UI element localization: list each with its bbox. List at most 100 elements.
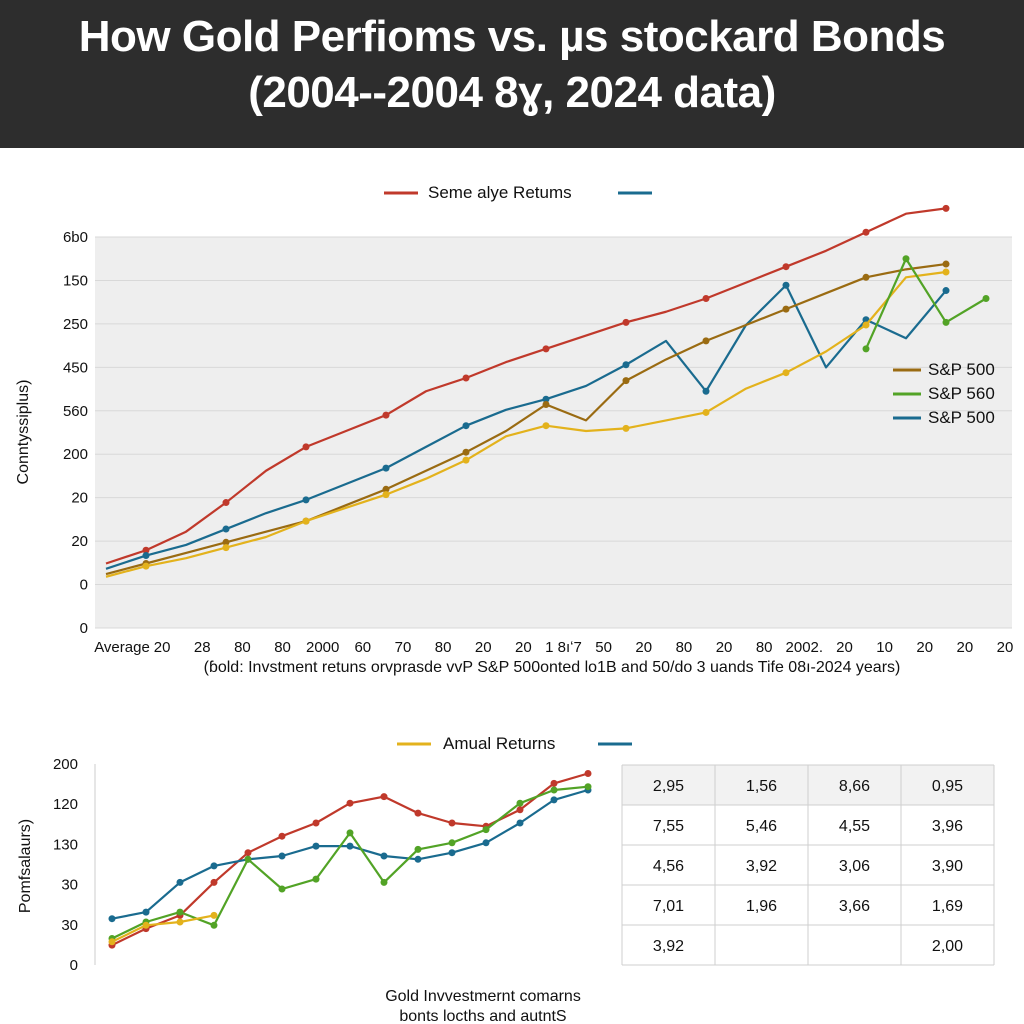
x-tick-label: 20 bbox=[635, 639, 652, 656]
data-point-blue bbox=[782, 281, 790, 289]
table-cell: 2,00 bbox=[932, 938, 963, 955]
data-point-blue bbox=[942, 287, 950, 295]
y-tick-label: 20 bbox=[71, 533, 88, 550]
side-legend-label: S&P 500 bbox=[928, 408, 995, 427]
x-tick-label: 20 bbox=[716, 639, 733, 656]
table-cell: 3,90 bbox=[932, 858, 963, 875]
data-point-red bbox=[142, 546, 150, 554]
data-point-blue bbox=[448, 849, 456, 857]
table-cell: 5,46 bbox=[746, 818, 777, 835]
data-point-blue bbox=[542, 395, 550, 403]
data-point-green bbox=[862, 345, 870, 353]
data-point-brown bbox=[382, 485, 390, 493]
data-point-yellow bbox=[210, 911, 218, 919]
y-axis-label: Pomfsalaurs) bbox=[17, 819, 34, 913]
data-point-yellow bbox=[382, 491, 390, 499]
table-cell: 3,06 bbox=[839, 858, 870, 875]
data-point-brown bbox=[542, 401, 550, 408]
table-cell: 1,56 bbox=[746, 778, 777, 795]
data-point-blue bbox=[462, 422, 470, 430]
x-tick-label: 60 bbox=[354, 639, 371, 656]
legend-label: Seme alye Retums bbox=[428, 183, 572, 202]
data-point-blue bbox=[176, 878, 184, 886]
y-tick-label: 0 bbox=[70, 957, 78, 974]
series-line-green bbox=[864, 257, 987, 350]
x-tick-label: 20 bbox=[916, 639, 933, 656]
data-point-yellow bbox=[942, 268, 950, 276]
data-point-brown bbox=[222, 538, 230, 546]
data-point-blue bbox=[302, 496, 310, 504]
y-tick-label: 200 bbox=[63, 446, 88, 463]
data-point-yellow bbox=[622, 424, 630, 432]
table-cell: 1,69 bbox=[932, 898, 963, 915]
table-cell: 7,01 bbox=[653, 898, 684, 915]
title-bar: How Gold Perfioms vs. µs stockard Bonds … bbox=[0, 0, 1024, 148]
data-point-green bbox=[346, 829, 354, 837]
series-line-red bbox=[111, 772, 589, 947]
data-point-yellow bbox=[702, 408, 710, 416]
data-point-red bbox=[462, 374, 470, 382]
data-point-blue bbox=[312, 842, 320, 850]
data-point-blue bbox=[482, 839, 490, 847]
data-point-red bbox=[782, 263, 790, 271]
y-tick-label: 560 bbox=[63, 403, 88, 420]
table-cell: 2,95 bbox=[653, 778, 684, 795]
data-point-blue bbox=[142, 552, 150, 560]
data-point-green bbox=[982, 295, 990, 302]
x-tick-label: 20 bbox=[475, 639, 492, 656]
table-cell: 3,92 bbox=[746, 858, 777, 875]
x-tick-label: 2000 bbox=[306, 639, 339, 656]
data-point-green bbox=[482, 826, 490, 834]
y-tick-label: 120 bbox=[53, 796, 78, 813]
x-tick-label: 20 bbox=[997, 639, 1014, 656]
data-point-blue bbox=[702, 387, 710, 395]
x-tick-label: Average bbox=[94, 639, 150, 656]
data-point-blue bbox=[550, 796, 558, 804]
chart-caption-line-2: bonts locths and autntS bbox=[399, 1008, 566, 1024]
x-tick-label: 20 bbox=[836, 639, 853, 656]
data-point-red bbox=[942, 204, 950, 212]
y-tick-label: 450 bbox=[63, 359, 88, 376]
data-point-blue bbox=[380, 852, 388, 860]
data-point-red bbox=[862, 228, 870, 236]
data-point-blue bbox=[346, 842, 354, 850]
data-point-blue bbox=[382, 464, 390, 472]
y-tick-label: 200 bbox=[53, 756, 78, 773]
chart-caption: (ɓold: Invstment retuns orvprasde vvP S&… bbox=[204, 659, 901, 676]
table-cell: 4,55 bbox=[839, 818, 870, 835]
x-tick-label: 80 bbox=[435, 639, 452, 656]
table-cell: 7,55 bbox=[653, 818, 684, 835]
table-cell: 3,96 bbox=[932, 818, 963, 835]
table-cell: 0,95 bbox=[932, 778, 963, 795]
table-cell: 4,56 bbox=[653, 858, 684, 875]
data-point-green bbox=[176, 908, 184, 916]
data-point-red bbox=[302, 443, 310, 451]
y-tick-label: 30 bbox=[61, 877, 78, 894]
series-line-brown bbox=[105, 262, 947, 576]
data-point-green bbox=[516, 799, 524, 807]
legend-label: Amual Returns bbox=[443, 734, 555, 753]
data-point-red bbox=[702, 295, 710, 302]
series-line-red bbox=[105, 207, 947, 565]
data-point-green bbox=[550, 786, 558, 794]
data-point-red bbox=[380, 793, 388, 801]
data-point-red bbox=[414, 809, 422, 817]
series-line-yellow bbox=[105, 270, 947, 578]
data-point-yellow bbox=[142, 562, 150, 570]
data-point-brown bbox=[862, 273, 870, 281]
data-point-blue bbox=[222, 525, 230, 533]
x-tick-label: 20 bbox=[154, 639, 171, 656]
x-tick-label: 20 bbox=[957, 639, 974, 656]
y-tick-label: 20 bbox=[71, 490, 88, 507]
data-point-green bbox=[312, 875, 320, 883]
data-point-blue bbox=[142, 908, 150, 916]
data-point-blue bbox=[516, 819, 524, 827]
page-title-line-2: (2004--2004 8ɣ, 2024 data) bbox=[248, 68, 776, 117]
data-point-red bbox=[222, 499, 230, 507]
data-point-red bbox=[210, 878, 218, 886]
data-point-yellow bbox=[302, 517, 310, 525]
x-tick-label: 80 bbox=[756, 639, 773, 656]
page-title-line-1: How Gold Perfioms vs. µs stockard Bonds bbox=[78, 12, 946, 61]
data-point-brown bbox=[702, 337, 710, 345]
